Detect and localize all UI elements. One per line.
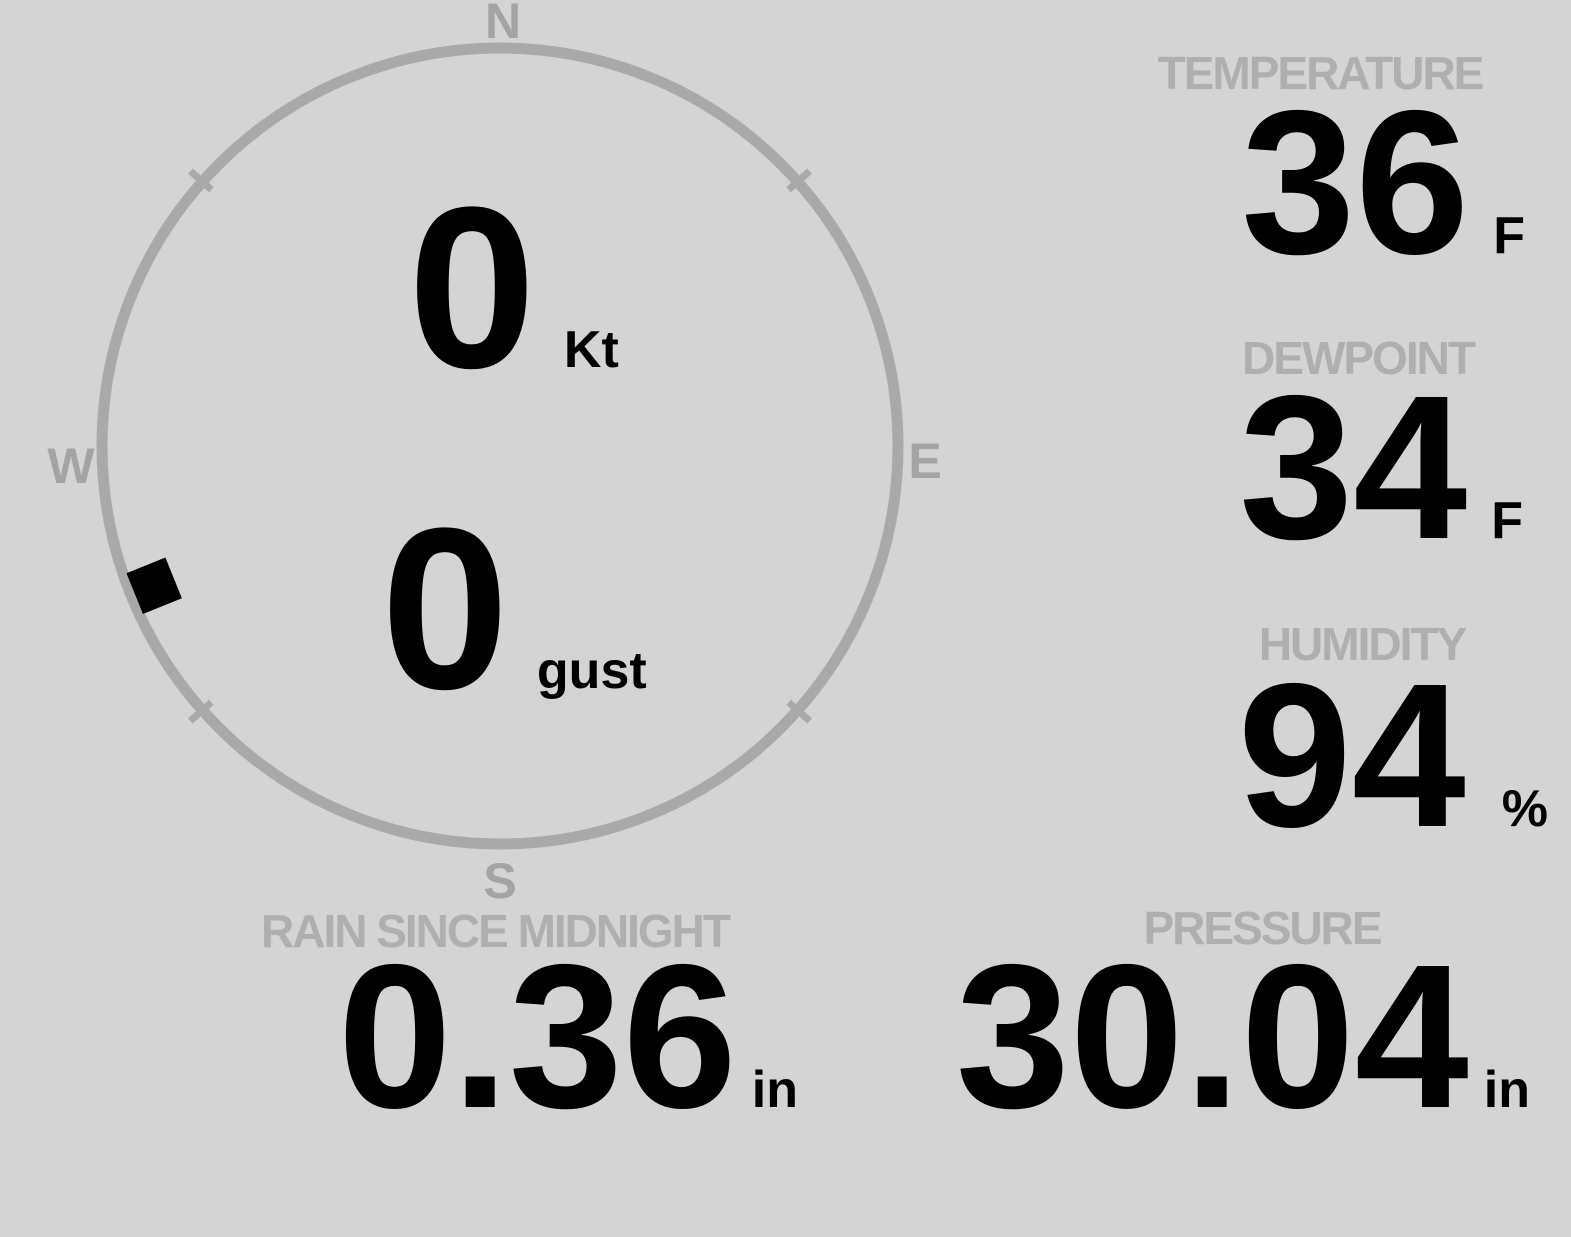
humidity-value: 94 [1237, 641, 1466, 870]
wind-gust-metric: 0 gust [381, 494, 647, 724]
compass-tick-nw [188, 168, 214, 193]
rain-since-midnight-metric: 0.36 in [338, 934, 798, 1139]
pressure-unit: in [1483, 1061, 1530, 1119]
temperature-value: 36 [1241, 68, 1470, 297]
temperature-unit: F [1493, 207, 1525, 265]
temperature-metric: 36 F [1241, 80, 1525, 285]
cardinal-north: N [484, 0, 522, 49]
compass-diagonal-ticks [188, 168, 812, 724]
rain-since-midnight-label: RAIN SINCE MIDNIGHT [261, 905, 731, 957]
pressure-label: PRESSURE [1143, 902, 1382, 954]
dewpoint-metric: 34 F [1239, 365, 1523, 570]
wind-direction-marker [126, 557, 182, 614]
wind-speed-value: 0 [408, 159, 536, 416]
temperature-label: TEMPERATURE [1157, 47, 1485, 99]
compass-tick-ne [786, 168, 812, 193]
dewpoint-label: DEWPOINT [1242, 332, 1476, 384]
compass-tick-se [786, 699, 812, 724]
humidity-metric: 94% [1238, 653, 1548, 858]
pressure-value: 30.04 [955, 922, 1469, 1151]
compass-tick-sw [188, 699, 214, 724]
humidity-unit: % [1501, 780, 1548, 838]
compass-ring [96, 42, 904, 850]
cardinal-west: W [47, 438, 95, 494]
humidity-label: HUMIDITY [1258, 618, 1467, 670]
pressure-metric: 30.04 in [956, 934, 1530, 1139]
wind-gust-unit: gust [536, 642, 647, 700]
wind-speed-metric: 0 Kt [408, 173, 619, 403]
rain-since-midnight-unit: in [751, 1061, 798, 1119]
wind-gust-value: 0 [381, 480, 509, 737]
dewpoint-unit: F [1491, 492, 1523, 550]
cardinal-south: S [483, 853, 517, 909]
dewpoint-value: 34 [1239, 353, 1468, 582]
rain-since-midnight-value: 0.36 [337, 922, 737, 1151]
cardinal-east: E [908, 433, 942, 489]
wind-speed-unit: Kt [563, 321, 619, 379]
